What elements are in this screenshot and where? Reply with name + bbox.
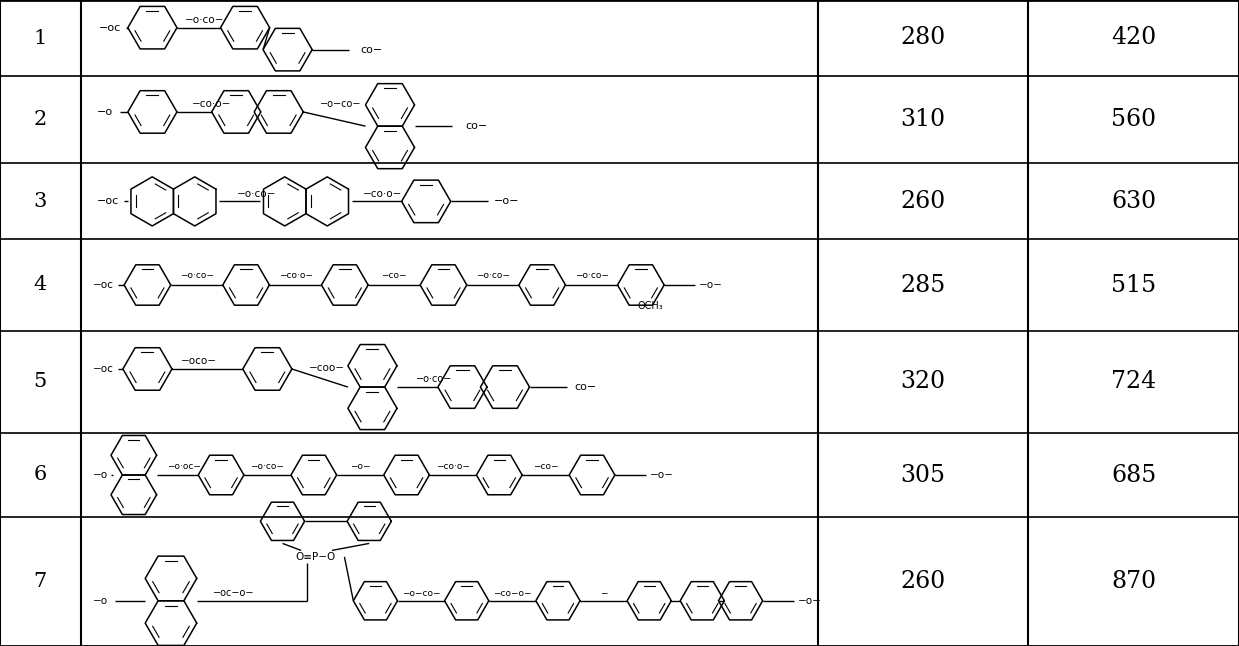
Text: 3: 3: [33, 192, 47, 211]
Text: −o−: −o−: [349, 462, 370, 471]
Text: co−: co−: [574, 382, 596, 392]
Text: −oco−: −oco−: [181, 356, 217, 366]
Text: −o−: −o−: [650, 470, 674, 480]
Text: −o: −o: [93, 470, 108, 480]
Text: 870: 870: [1111, 570, 1156, 593]
Text: −co·o−: −co·o−: [279, 271, 312, 280]
Text: −o−: −o−: [493, 196, 519, 207]
Text: −co−: −co−: [533, 462, 559, 471]
Text: 560: 560: [1111, 108, 1156, 131]
Text: −o·co−: −o·co−: [476, 271, 509, 280]
Text: −o·co−: −o·co−: [185, 15, 224, 25]
Text: −oc: −oc: [99, 23, 121, 33]
Text: −o·oc−: −o·oc−: [167, 462, 201, 471]
Text: −co·o−: −co·o−: [436, 462, 470, 471]
Text: 1: 1: [33, 28, 47, 48]
Text: −coo−: −coo−: [309, 363, 344, 373]
Text: −o·co−: −o·co−: [250, 462, 285, 471]
Text: −co·o−: −co·o−: [192, 99, 232, 109]
Text: −o−co−: −o−co−: [401, 589, 440, 598]
Text: 4: 4: [33, 275, 47, 295]
Text: 630: 630: [1111, 190, 1156, 213]
Text: −o·co−: −o·co−: [237, 189, 276, 199]
Text: −o·co−: −o·co−: [180, 271, 213, 280]
Text: 280: 280: [901, 26, 945, 50]
Text: −co·o−: −co·o−: [363, 189, 403, 199]
Text: co−: co−: [466, 121, 488, 131]
Text: 305: 305: [901, 463, 945, 486]
Text: 685: 685: [1111, 463, 1156, 486]
Text: −o: −o: [93, 596, 108, 606]
Text: 260: 260: [901, 570, 945, 593]
Text: −oc: −oc: [93, 280, 114, 290]
Text: −o−: −o−: [798, 596, 821, 606]
Text: −oc: −oc: [97, 196, 119, 207]
Text: −oc: −oc: [93, 364, 114, 374]
Text: −o·co−: −o·co−: [416, 374, 452, 384]
Text: −oc−o−: −oc−o−: [213, 588, 255, 598]
Text: −co−o−: −co−o−: [493, 589, 532, 598]
Text: −o−: −o−: [699, 280, 724, 290]
Text: −: −: [600, 589, 607, 598]
Text: 285: 285: [901, 273, 945, 297]
Text: −o: −o: [97, 107, 113, 117]
Text: OCH₃: OCH₃: [638, 300, 664, 311]
Text: 6: 6: [33, 466, 47, 484]
Text: −o·co−: −o·co−: [575, 271, 608, 280]
Text: O≡P−O: O≡P−O: [296, 552, 336, 562]
Text: 260: 260: [901, 190, 945, 213]
Text: 724: 724: [1111, 370, 1156, 393]
Text: 320: 320: [901, 370, 945, 393]
Text: 5: 5: [33, 372, 47, 391]
Text: −co−: −co−: [382, 271, 406, 280]
Text: 420: 420: [1111, 26, 1156, 50]
Text: 515: 515: [1111, 273, 1156, 297]
Text: −o−co−: −o−co−: [320, 99, 362, 109]
Text: 2: 2: [33, 110, 47, 129]
Text: 7: 7: [33, 572, 47, 591]
Text: 310: 310: [901, 108, 945, 131]
Text: co−: co−: [361, 45, 383, 55]
